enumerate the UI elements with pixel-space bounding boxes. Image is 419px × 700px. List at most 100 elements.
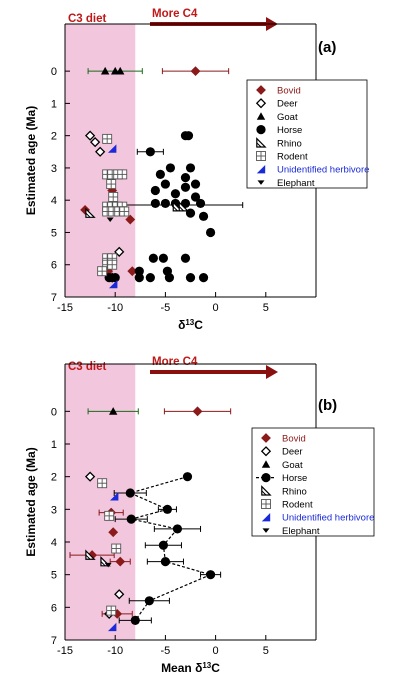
horse-point <box>185 163 196 173</box>
y-axis-title: Estimated age (Ma) <box>24 447 38 556</box>
horse-point <box>205 227 216 238</box>
horse-point <box>150 185 160 196</box>
horse-point <box>165 163 176 173</box>
y-tick-label: 2 <box>51 472 57 484</box>
legend-marker-goat <box>256 112 266 120</box>
y-tick-label: 4 <box>51 537 57 549</box>
rhino-point-hatch <box>172 206 178 212</box>
legend-label-bovid: Bovid <box>282 434 306 445</box>
x-axis-title: δ13C <box>178 318 203 333</box>
deer-point <box>90 137 101 148</box>
deer-point <box>84 130 96 141</box>
y-tick-label: 2 <box>51 131 57 143</box>
horse-point <box>134 273 144 283</box>
legend-label-horse: Horse <box>277 125 302 136</box>
rodent-point <box>104 510 115 521</box>
legend-label-unidentified-herbivore: Unidentified herbivore <box>282 513 374 524</box>
horse-point <box>160 179 170 189</box>
legend-box <box>251 427 375 537</box>
horse-point <box>185 273 196 283</box>
horse-point <box>145 273 155 283</box>
bovid-point <box>115 556 126 567</box>
horse-point <box>190 179 201 189</box>
horse-point <box>190 192 201 202</box>
rhino-point-hatch <box>85 212 91 218</box>
legend-marker-bovid <box>261 433 271 443</box>
unidentified-herbivore-point <box>109 492 119 501</box>
horse-point <box>172 524 183 534</box>
horse-point <box>180 173 191 183</box>
horse-point <box>155 169 165 179</box>
rhino-point-hatch <box>178 206 184 212</box>
series-rhino <box>85 201 190 218</box>
rhino-point-hatch <box>100 561 106 567</box>
rhino-point <box>178 201 190 212</box>
horse-point <box>170 189 181 199</box>
series-goat <box>108 407 118 415</box>
elephant-point <box>106 217 114 223</box>
horse-point <box>182 472 193 482</box>
c3-diet-label: C3 diet <box>68 361 107 373</box>
legend-marker-horse <box>256 125 266 135</box>
y-tick-label: 6 <box>51 602 57 614</box>
rodent-point <box>106 605 117 616</box>
unidentified-herbivore-point <box>108 279 118 289</box>
deer-point <box>84 471 96 482</box>
horse-point <box>180 253 191 263</box>
legend-label-rodent: Rodent <box>282 500 313 511</box>
x-tick-label: -10 <box>107 302 123 314</box>
horse-point <box>180 182 191 192</box>
horse-point <box>144 596 154 606</box>
horse-point <box>150 198 160 209</box>
legend-label-goat: Goat <box>282 460 303 471</box>
rhino-point <box>85 549 96 560</box>
goat-point <box>108 407 118 415</box>
legend-marker-rodent <box>261 499 271 509</box>
bovid-point <box>125 214 136 225</box>
horse-point <box>160 557 170 567</box>
y-tick-label: 0 <box>51 66 57 78</box>
legend-label-goat: Goat <box>277 112 298 123</box>
horse-point <box>158 540 168 550</box>
series-horse <box>125 472 216 626</box>
horse-point <box>198 211 209 221</box>
horse-point <box>134 266 144 276</box>
y-tick-label: 5 <box>51 570 57 582</box>
legend-marker-rodent <box>256 151 266 161</box>
rodent-point <box>117 169 128 180</box>
panel-b: C3 diet More C4 0 1 2 3 4 5 6 7-15 -10 -5 0 5 Estimate… <box>24 356 374 675</box>
deer-point <box>95 146 106 157</box>
x-axis-title: Mean δ13C <box>161 661 220 676</box>
rhino-point <box>172 201 184 212</box>
unidentified-herbivore-point <box>107 622 117 632</box>
legend-label-unidentified-herbivore: Unidentified herbivore <box>277 165 369 176</box>
unidentified-herbivore-point <box>107 144 117 153</box>
legend-label-deer: Deer <box>282 447 303 458</box>
horse-point <box>198 273 209 283</box>
y-tick-label: 7 <box>51 635 57 647</box>
horse-trend-line <box>128 476 213 621</box>
horse-point <box>126 514 136 524</box>
y-tick-label: 1 <box>51 98 57 110</box>
horse-point <box>160 198 170 209</box>
rhino-point <box>85 207 96 218</box>
horse-point <box>164 273 175 283</box>
more-c4-label: More C4 <box>152 356 198 368</box>
horse-point <box>158 253 168 263</box>
y-tick-label: 1 <box>51 439 57 451</box>
horse-point <box>125 488 135 498</box>
series-goat <box>100 66 125 75</box>
horse-point <box>148 253 158 263</box>
x-tick-label: 0 <box>213 645 219 657</box>
x-tick-label: 0 <box>213 302 219 314</box>
x-tick-label: -5 <box>161 645 171 657</box>
legend-marker-deer <box>255 98 267 109</box>
legend-label-rhino: Rhino <box>277 138 302 149</box>
horse-point <box>195 198 206 209</box>
legend-marker-elephant <box>262 528 270 533</box>
legend-label-rodent: Rodent <box>277 152 308 163</box>
series-unidentified-herbivore <box>107 144 118 289</box>
legend-marker-rhino-hatch <box>256 142 262 148</box>
legend-marker-bovid <box>256 85 266 95</box>
